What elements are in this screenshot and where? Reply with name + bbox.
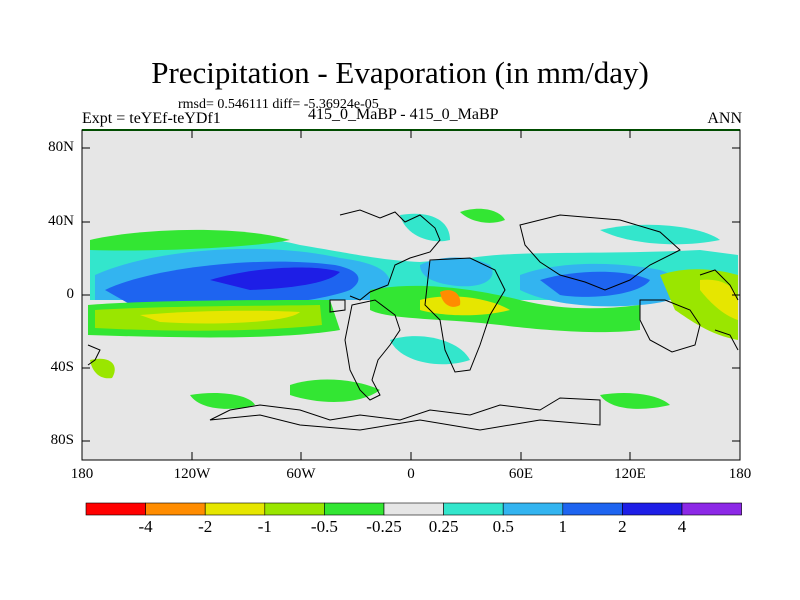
lat-label-80n: 80N xyxy=(48,139,74,155)
season-label: ANN xyxy=(707,110,742,127)
contour-orange-spot xyxy=(440,290,461,307)
colorbar-label: 0.25 xyxy=(428,517,459,536)
experiment-label: Expt = teYEf-teYDf1 xyxy=(82,110,221,127)
stats-line: rmsd= 0.546111 diff= -5.36924e-05 xyxy=(178,97,379,112)
colorbar-label: -0.5 xyxy=(310,517,338,536)
contour-green-so4 xyxy=(90,358,115,379)
contour-dark-blue-east xyxy=(540,271,650,297)
contour-blue-africa xyxy=(420,257,493,287)
lon-label-120e: 120E xyxy=(614,466,646,482)
lat-label-40s: 40S xyxy=(50,359,74,375)
colorbar-box-2 xyxy=(204,502,266,516)
lat-label-40n: 40N xyxy=(48,213,74,229)
contour-green-so2 xyxy=(190,393,255,409)
lon-label-180e: 180 xyxy=(728,466,752,482)
colorbar-box-0 xyxy=(85,502,146,516)
contour-yellow-atlantic xyxy=(420,296,510,316)
colorbar-label: 1 xyxy=(558,517,568,536)
colorbar-box-3 xyxy=(264,502,325,516)
colorbar-box-8 xyxy=(562,502,623,516)
chart-title: Precipitation - Evaporation (in mm/day) xyxy=(151,55,649,90)
colorbar-label: -1 xyxy=(257,517,272,536)
colorbar-label: 0.5 xyxy=(492,517,514,536)
colorbar-label: 2 xyxy=(618,517,627,536)
coastlines xyxy=(87,209,739,431)
lon-label-180w: 180 xyxy=(70,466,94,482)
colorbar xyxy=(85,502,742,516)
lon-label-60w: 60W xyxy=(286,466,316,482)
colorbar-box-9 xyxy=(622,502,683,516)
lon-label-120w: 120W xyxy=(173,466,211,482)
colorbar-box-6 xyxy=(443,502,504,516)
contour-darkest-blue xyxy=(210,267,340,290)
contour-green-north xyxy=(90,229,290,251)
contour-yellow-east xyxy=(700,279,738,320)
colorbar-label: 4 xyxy=(677,517,687,536)
lon-label-60e: 60E xyxy=(508,466,534,482)
colorbar-label: -0.25 xyxy=(366,517,402,536)
lat-label-80s: 80S xyxy=(50,432,74,448)
colorbar-box-1 xyxy=(145,502,206,516)
colorbar-box-10 xyxy=(681,502,742,516)
axis-ticks xyxy=(82,130,740,460)
contour-yellow-south xyxy=(140,310,300,324)
contour-green-so3 xyxy=(600,393,670,409)
colorbar-box-5 xyxy=(383,502,444,516)
lat-label-0: 0 xyxy=(66,286,75,302)
colorbar-box-7 xyxy=(502,502,564,516)
case-label: 415_0_MaBP - 415_0_MaBP xyxy=(308,106,499,123)
contour-lightblue-nh2 xyxy=(600,224,720,245)
contour-green-nw xyxy=(460,208,505,223)
contour-lightblue-so xyxy=(390,336,470,365)
colorbar-box-4 xyxy=(324,502,385,516)
colorbar-label: -4 xyxy=(138,517,153,536)
colorbar-label: -2 xyxy=(198,517,213,536)
lon-label-0: 0 xyxy=(407,466,415,482)
